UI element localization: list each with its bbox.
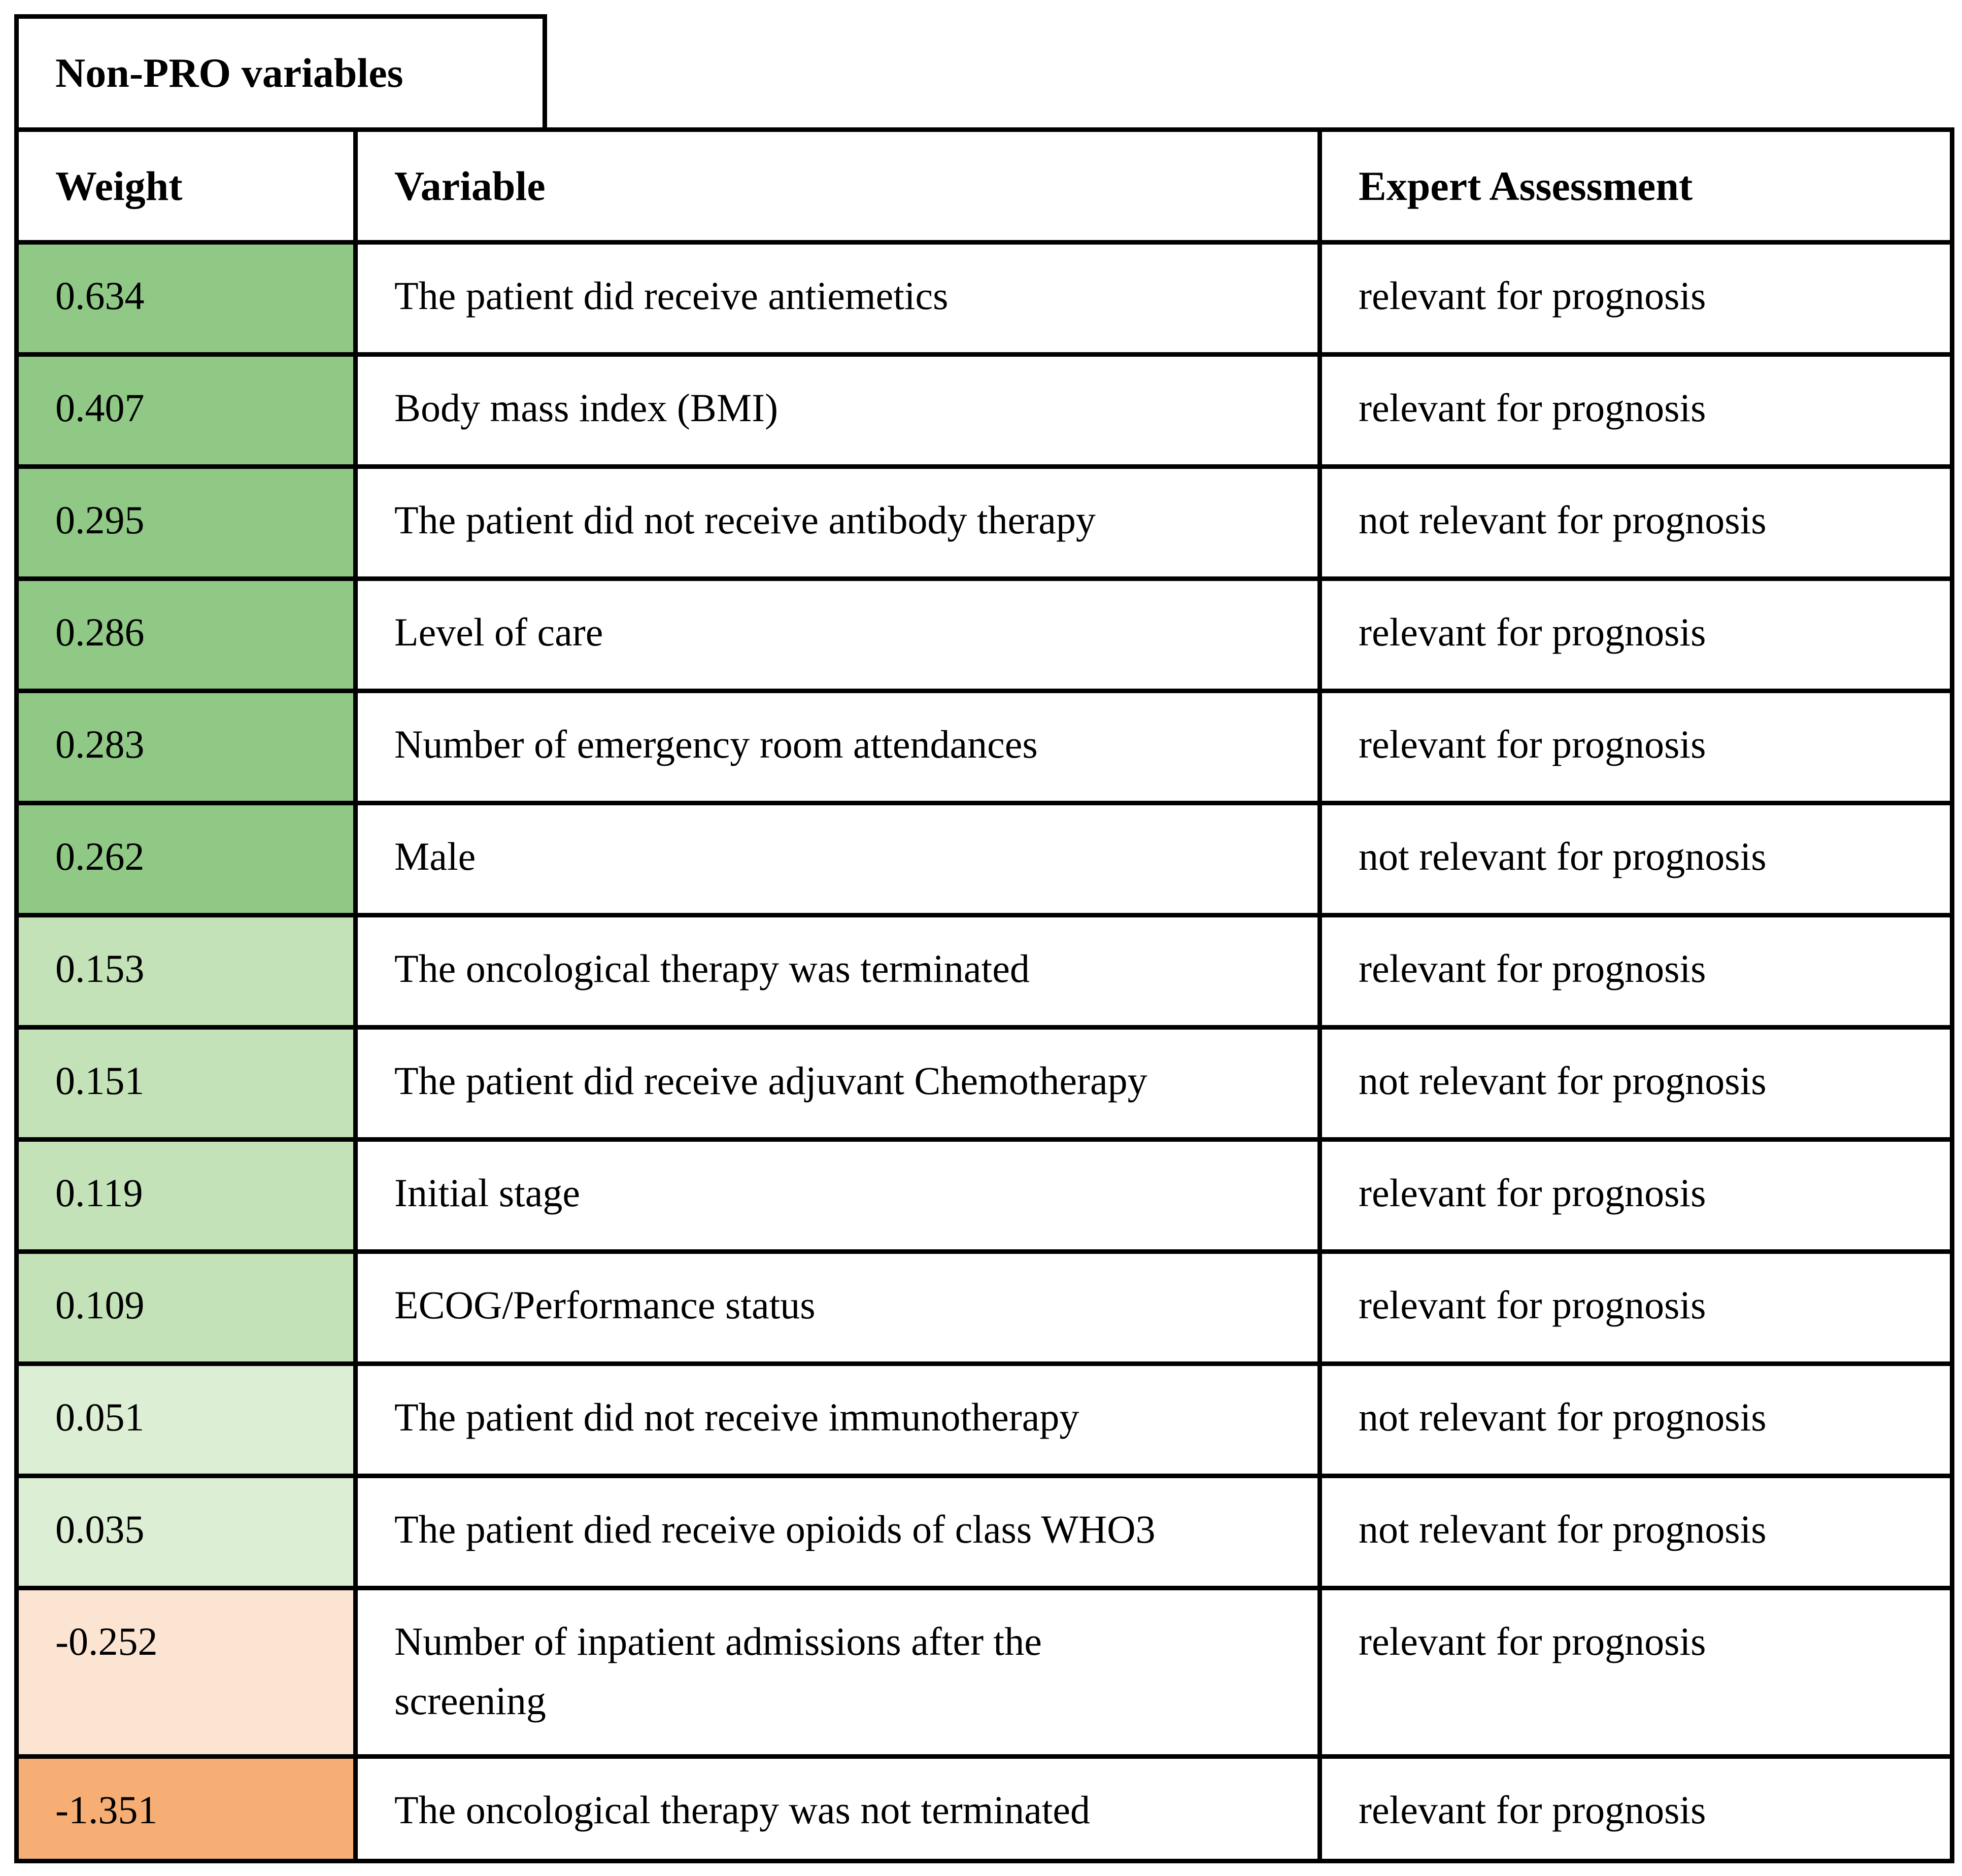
column-header-variable: Variable xyxy=(353,127,1322,245)
weight-cell: 0.286 xyxy=(14,576,358,693)
table-row: 0.262 Male not relevant for prognosis xyxy=(14,801,1954,917)
weight-cell: 0.153 xyxy=(14,913,358,1030)
weight-cell: 0.035 xyxy=(14,1474,358,1590)
weight-cell: -0.252 xyxy=(14,1586,358,1759)
table-row: 0.151 The patient did receive adjuvant C… xyxy=(14,1025,1954,1142)
non-pro-variables-table: Weight Variable Expert Assessment 0.634 … xyxy=(14,127,1954,1863)
variable-cell: The oncological therapy was terminated xyxy=(353,913,1322,1030)
variable-cell: The patient did not receive antibody the… xyxy=(353,464,1322,581)
table-row: 0.153 The oncological therapy was termin… xyxy=(14,913,1954,1030)
variable-cell: Male xyxy=(353,801,1322,917)
assessment-cell: not relevant for prognosis xyxy=(1317,1361,1954,1478)
table-header: Weight Variable Expert Assessment xyxy=(14,127,1954,245)
table-row: -1.351 The oncological therapy was not t… xyxy=(14,1754,1954,1863)
variable-cell: Body mass index (BMI) xyxy=(353,352,1322,469)
table-row: 0.109 ECOG/Performance status relevant f… xyxy=(14,1249,1954,1366)
weight-cell: -1.351 xyxy=(14,1754,358,1863)
table-row: 0.119 Initial stage relevant for prognos… xyxy=(14,1137,1954,1254)
table-title-box: Non-PRO variables xyxy=(14,14,547,132)
table-row: 0.407 Body mass index (BMI) relevant for… xyxy=(14,352,1954,469)
assessment-cell: not relevant for prognosis xyxy=(1317,464,1954,581)
table-row: 0.283 Number of emergency room attendanc… xyxy=(14,689,1954,805)
assessment-cell: not relevant for prognosis xyxy=(1317,1474,1954,1590)
weight-cell: 0.151 xyxy=(14,1025,358,1142)
variable-cell: The patient died receive opioids of clas… xyxy=(353,1474,1322,1590)
table-row: 0.634 The patient did receive antiemetic… xyxy=(14,240,1954,357)
weight-cell: 0.407 xyxy=(14,352,358,469)
variable-cell: The patient did receive adjuvant Chemoth… xyxy=(353,1025,1322,1142)
assessment-cell: relevant for prognosis xyxy=(1317,689,1954,805)
table-body: 0.634 The patient did receive antiemetic… xyxy=(14,240,1954,1863)
weight-cell: 0.283 xyxy=(14,689,358,805)
assessment-cell: relevant for prognosis xyxy=(1317,352,1954,469)
weight-cell: 0.119 xyxy=(14,1137,358,1254)
assessment-cell: relevant for prognosis xyxy=(1317,1586,1954,1759)
variable-cell: Level of care xyxy=(353,576,1322,693)
weight-cell: 0.109 xyxy=(14,1249,358,1366)
column-header-weight: Weight xyxy=(14,127,358,245)
variable-cell: Number of emergency room attendances xyxy=(353,689,1322,805)
table-row: 0.295 The patient did not receive antibo… xyxy=(14,464,1954,581)
column-header-expert-assessment: Expert Assessment xyxy=(1317,127,1954,245)
header-row: Weight Variable Expert Assessment xyxy=(14,127,1954,245)
variable-cell: ECOG/Performance status xyxy=(353,1249,1322,1366)
weight-cell: 0.051 xyxy=(14,1361,358,1478)
assessment-cell: relevant for prognosis xyxy=(1317,240,1954,357)
variable-cell: The oncological therapy was not terminat… xyxy=(353,1754,1322,1863)
assessment-cell: relevant for prognosis xyxy=(1317,913,1954,1030)
assessment-cell: relevant for prognosis xyxy=(1317,1754,1954,1863)
table-row: 0.051 The patient did not receive immuno… xyxy=(14,1361,1954,1478)
weight-cell: 0.634 xyxy=(14,240,358,357)
assessment-cell: relevant for prognosis xyxy=(1317,576,1954,693)
table-row: 0.035 The patient died receive opioids o… xyxy=(14,1474,1954,1590)
variable-cell: Initial stage xyxy=(353,1137,1322,1254)
assessment-cell: not relevant for prognosis xyxy=(1317,1025,1954,1142)
assessment-cell: not relevant for prognosis xyxy=(1317,801,1954,917)
table-row: 0.286 Level of care relevant for prognos… xyxy=(14,576,1954,693)
assessment-cell: relevant for prognosis xyxy=(1317,1249,1954,1366)
assessment-cell: relevant for prognosis xyxy=(1317,1137,1954,1254)
table-title: Non-PRO variables xyxy=(55,50,403,96)
table-row: -0.252 Number of inpatient admissions af… xyxy=(14,1586,1954,1759)
weight-cell: 0.295 xyxy=(14,464,358,581)
variable-cell: The patient did receive antiemetics xyxy=(353,240,1322,357)
variable-cell: The patient did not receive immunotherap… xyxy=(353,1361,1322,1478)
variable-cell: Number of inpatient admissions after the… xyxy=(353,1586,1322,1759)
weight-cell: 0.262 xyxy=(14,801,358,917)
